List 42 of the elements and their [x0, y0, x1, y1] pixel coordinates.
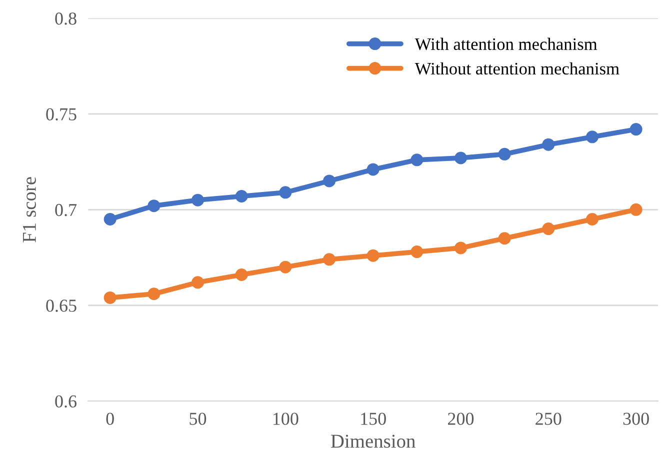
x-tick-label: 0: [106, 412, 114, 425]
point: [148, 200, 160, 212]
point: [235, 268, 248, 281]
x-tick-label: 150: [361, 412, 386, 425]
y-tick-label: 0.75: [46, 108, 76, 120]
point: [366, 249, 380, 262]
point: [192, 194, 204, 206]
point: [410, 154, 424, 166]
y-tick-label: 0.65: [46, 300, 76, 312]
point: [322, 174, 336, 188]
y-tick-label: 0.6: [55, 395, 77, 408]
point: [104, 212, 116, 226]
point: [366, 163, 380, 176]
y-tick-label: 0.8: [55, 12, 76, 25]
x-tick-label: 50: [190, 412, 206, 425]
x-tick-label: 300: [623, 412, 649, 425]
point: [454, 242, 467, 254]
point: [279, 186, 292, 199]
legend-label: With attention mechanism: [414, 38, 598, 50]
point: [498, 148, 511, 160]
point: [630, 123, 642, 136]
point: [104, 291, 116, 304]
point: [542, 222, 555, 236]
point: [322, 253, 336, 266]
point: [630, 203, 642, 216]
point: [586, 212, 598, 226]
point: [454, 152, 467, 164]
point: [498, 232, 511, 245]
x-tick-label: 250: [536, 412, 562, 425]
legend-label: Without attention mechanism: [414, 62, 620, 75]
y-tick-label: 0.7: [55, 204, 77, 216]
x-tick-label: 100: [273, 412, 298, 425]
point: [192, 276, 204, 289]
x-axis-title: Dimension: [330, 434, 416, 448]
point: [410, 246, 424, 258]
point: [148, 288, 160, 300]
point: [542, 138, 555, 151]
x-tick-label: 200: [448, 412, 474, 425]
point: [586, 130, 598, 144]
y-axis-title: F1 score: [22, 177, 36, 242]
point: [235, 190, 248, 203]
point: [279, 260, 292, 274]
